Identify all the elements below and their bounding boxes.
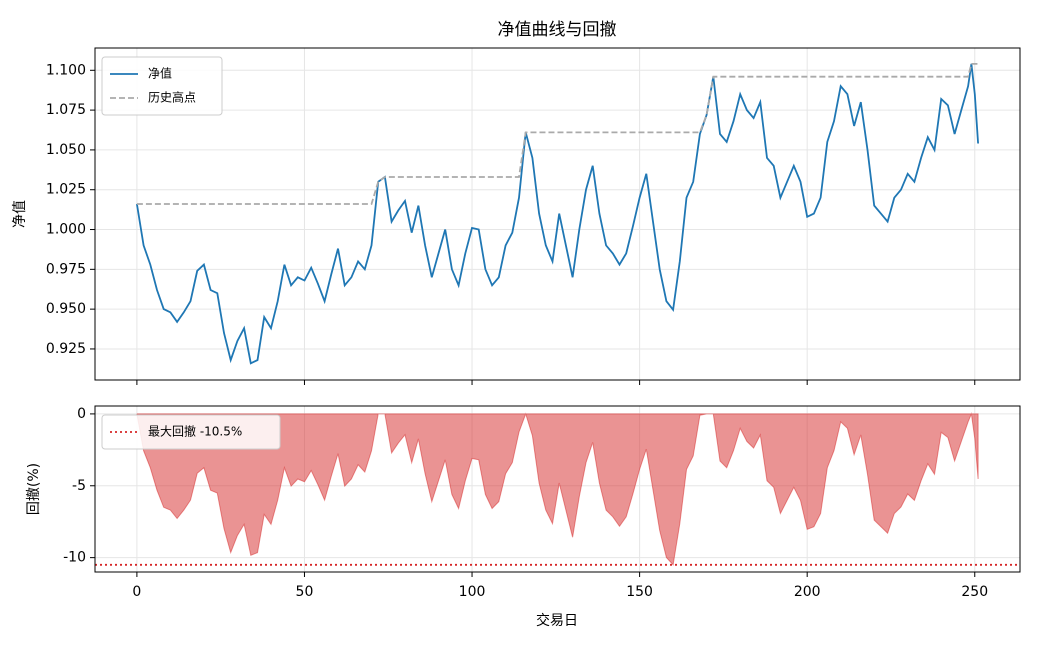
chart-title: 净值曲线与回撤 bbox=[498, 20, 617, 40]
legend-frame bbox=[101, 56, 223, 116]
y-tick-label: -5 bbox=[72, 478, 86, 494]
axes-frame bbox=[94, 405, 1021, 573]
y-tick-label: -10 bbox=[63, 550, 86, 566]
y-tick-label: 0.925 bbox=[46, 341, 86, 357]
x-tick-label: 150 bbox=[626, 584, 653, 600]
line-series bbox=[136, 63, 979, 205]
line-series bbox=[136, 63, 979, 365]
y-axis-label: 净值 bbox=[12, 200, 28, 228]
legend-label: 净值 bbox=[148, 66, 172, 81]
y-tick-label: 1.025 bbox=[46, 182, 86, 198]
y-tick-label: 1.100 bbox=[46, 62, 86, 78]
x-tick-label: 50 bbox=[296, 584, 314, 600]
drawdown-area bbox=[136, 412, 979, 566]
x-tick-label: 0 bbox=[132, 584, 141, 600]
y-tick-label: 1.000 bbox=[46, 222, 86, 238]
y-tick-label: 0.975 bbox=[46, 261, 86, 277]
legend-label: 最大回撤 -10.5% bbox=[148, 424, 242, 439]
y-tick-label: 0 bbox=[77, 406, 86, 422]
y-tick-label: 1.050 bbox=[46, 142, 86, 158]
x-tick-label: 100 bbox=[459, 584, 486, 600]
legend: 最大回撤 -10.5% bbox=[101, 414, 281, 450]
y-tick-label: 0.950 bbox=[46, 301, 86, 317]
legend-label: 历史高点 bbox=[148, 90, 196, 105]
x-tick-label: 200 bbox=[794, 584, 821, 600]
axes-frame bbox=[94, 47, 1021, 381]
x-tick-label: 250 bbox=[961, 584, 988, 600]
legend-frame bbox=[101, 414, 281, 450]
x-axis-label: 交易日 bbox=[536, 612, 578, 629]
y-axis-label: 回撤(%) bbox=[26, 463, 42, 515]
y-tick-label: 1.075 bbox=[46, 102, 86, 118]
